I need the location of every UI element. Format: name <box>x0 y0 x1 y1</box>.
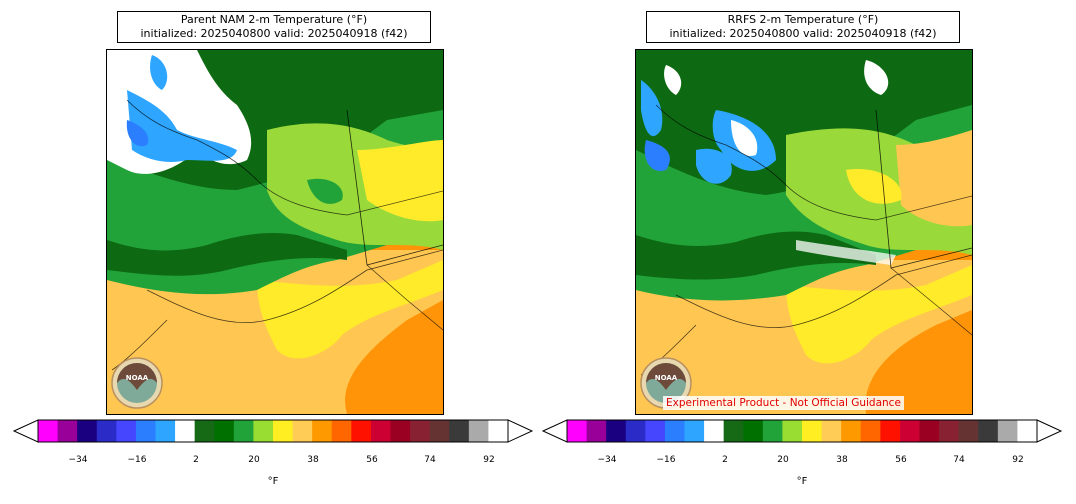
left-temperature-field <box>107 50 443 414</box>
colorbar-swatch <box>704 420 725 442</box>
colorbar-max-extend <box>1036 419 1063 443</box>
colorbar-swatch <box>880 420 901 442</box>
colorbar-swatch <box>978 420 999 442</box>
colorbar-swatch <box>312 420 333 442</box>
right-colorbar <box>541 418 1063 444</box>
colorbar-swatch <box>135 420 156 442</box>
noaa-logo: NOAA <box>110 356 164 410</box>
colorbar-swatch <box>410 420 431 442</box>
colorbar-swatch <box>96 420 117 442</box>
left-map: NOAA <box>106 49 444 415</box>
colorbar-swatch <box>194 420 215 442</box>
colorbar-frame <box>566 419 1038 443</box>
colorbar-swatch <box>370 420 391 442</box>
right-tick: −34 <box>597 455 617 465</box>
colorbar-swatch <box>38 420 59 442</box>
colorbar-swatch <box>723 420 744 442</box>
colorbar-swatch <box>351 420 372 442</box>
right-tick: 74 <box>953 455 965 465</box>
left-title-box: Parent NAM 2-m Temperature (°F) initiali… <box>117 11 431 43</box>
colorbar-swatch <box>606 420 627 442</box>
colorbar-swatch <box>821 420 842 442</box>
noaa-logo-text: NOAA <box>126 374 149 382</box>
left-tick: 20 <box>248 455 260 465</box>
colorbar-swatch <box>429 420 450 442</box>
left-tick: −34 <box>68 455 88 465</box>
right-tick: 2 <box>722 455 728 465</box>
colorbar-swatch <box>468 420 489 442</box>
colorbar-swatch <box>958 420 979 442</box>
colorbar-swatch <box>488 420 509 442</box>
colorbar-swatch <box>233 420 254 442</box>
colorbar-swatch <box>155 420 176 442</box>
colorbar-swatch <box>253 420 274 442</box>
colorbar-swatch <box>645 420 666 442</box>
colorbar-swatch <box>1017 420 1038 442</box>
right-title-box: RRFS 2-m Temperature (°F) initialized: 2… <box>646 11 960 43</box>
colorbar-swatch <box>782 420 803 442</box>
left-tick: 38 <box>307 455 319 465</box>
right-tick: 38 <box>836 455 848 465</box>
colorbar-swatch <box>664 420 685 442</box>
colorbar-swatch <box>684 420 705 442</box>
right-panel: RRFS 2-m Temperature (°F) initialized: 2… <box>529 0 1067 504</box>
experimental-disclaimer: Experimental Product - Not Official Guid… <box>663 396 904 410</box>
colorbar-swatch <box>743 420 764 442</box>
colorbar-min-extend <box>541 419 568 443</box>
colorbar-swatch <box>997 420 1018 442</box>
colorbar-swatch <box>586 420 607 442</box>
colorbar-swatch <box>292 420 313 442</box>
colorbar-swatch <box>802 420 823 442</box>
left-tick: 56 <box>366 455 378 465</box>
right-tick: 20 <box>777 455 789 465</box>
colorbar-swatch <box>273 420 294 442</box>
colorbar-swatch <box>77 420 98 442</box>
left-tick: 92 <box>483 455 495 465</box>
colorbar-swatch <box>939 420 960 442</box>
right-colorbar-svg <box>541 419 1063 443</box>
colorbar-min-extend <box>12 419 39 443</box>
right-temperature-field <box>636 50 972 414</box>
colorbar-swatch <box>567 420 588 442</box>
right-tick: 56 <box>895 455 907 465</box>
right-tick: 92 <box>1012 455 1024 465</box>
colorbar-swatch <box>116 420 137 442</box>
colorbar-swatch <box>390 420 411 442</box>
left-panel: Parent NAM 2-m Temperature (°F) initiali… <box>12 11 534 487</box>
colorbar-swatch <box>214 420 235 442</box>
left-colorbar-unit: °F <box>267 476 279 487</box>
right-title: RRFS 2-m Temperature (°F) <box>727 13 879 26</box>
left-colorbar <box>12 418 534 444</box>
colorbar-swatch <box>449 420 470 442</box>
colorbar-swatch <box>175 420 196 442</box>
left-subtitle: initialized: 2025040800 valid: 202504091… <box>140 27 408 40</box>
noaa-logo-text: NOAA <box>655 374 678 382</box>
left-tick: −16 <box>127 455 147 465</box>
right-subtitle: initialized: 2025040800 valid: 202504091… <box>669 27 937 40</box>
noaa-logo: NOAA <box>639 356 693 410</box>
colorbar-swatch <box>625 420 646 442</box>
left-tick: 74 <box>424 455 436 465</box>
colorbar-swatch <box>331 420 352 442</box>
right-colorbar-unit: °F <box>796 476 808 487</box>
colorbar-frame <box>37 419 509 443</box>
colorbar-swatch <box>899 420 920 442</box>
colorbar-swatch <box>57 420 78 442</box>
left-title: Parent NAM 2-m Temperature (°F) <box>180 13 368 26</box>
right-map: NOAA Experimental Product - Not Official… <box>635 49 973 415</box>
left-colorbar-svg <box>12 419 534 443</box>
colorbar-swatch <box>841 420 862 442</box>
colorbar-swatch <box>860 420 881 442</box>
colorbar-swatch <box>762 420 783 442</box>
left-tick: 2 <box>193 455 199 465</box>
right-tick: −16 <box>656 455 676 465</box>
colorbar-swatch <box>919 420 940 442</box>
